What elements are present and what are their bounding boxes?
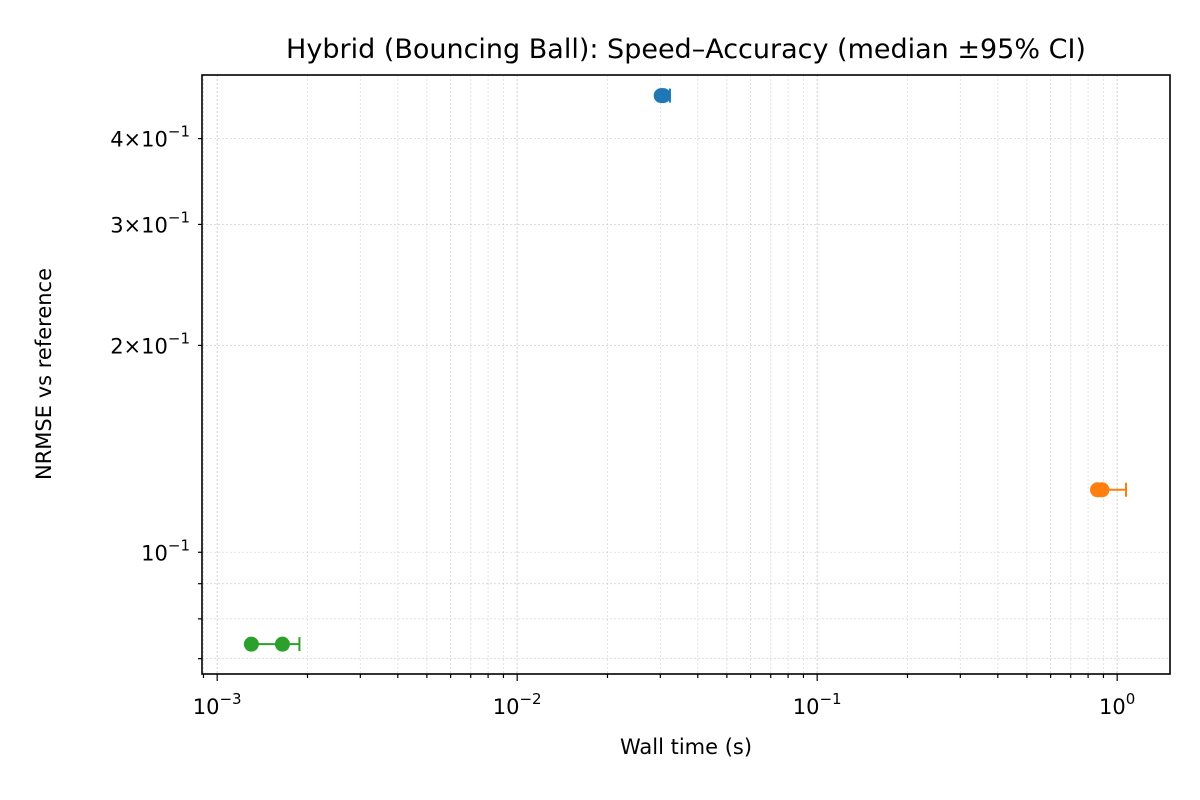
x-tick-label: 100 [1099, 690, 1135, 719]
x-axis-label: Wall time (s) [620, 735, 752, 759]
x-tick-label: 10−1 [793, 690, 842, 719]
data-point [655, 88, 671, 104]
x-tick-label: 10−3 [193, 690, 242, 719]
series [243, 636, 301, 652]
y-tick-label: 3×10−1 [110, 208, 190, 237]
y-tick-label: 4×10−1 [110, 123, 190, 152]
data-layer [243, 88, 1127, 652]
axis-ticks: 10−3 10−2 10−1 100 10−1 2×10−1 3×10−1 4×10−1 [110, 123, 1135, 719]
data-point [243, 636, 259, 652]
y-tick-label: 2×10−1 [110, 329, 190, 358]
series [653, 88, 671, 104]
x-tick-label: 10−2 [493, 690, 542, 719]
data-point [274, 636, 290, 652]
y-axis-label: NRMSE vs reference [32, 268, 56, 480]
plot-frame [201, 74, 1171, 675]
data-point [1094, 482, 1110, 498]
y-tick-label: 10−1 [141, 536, 190, 565]
grid [202, 75, 1170, 674]
chart-title: Hybrid (Bouncing Ball): Speed–Accuracy (… [286, 34, 1086, 65]
series [1090, 482, 1127, 498]
